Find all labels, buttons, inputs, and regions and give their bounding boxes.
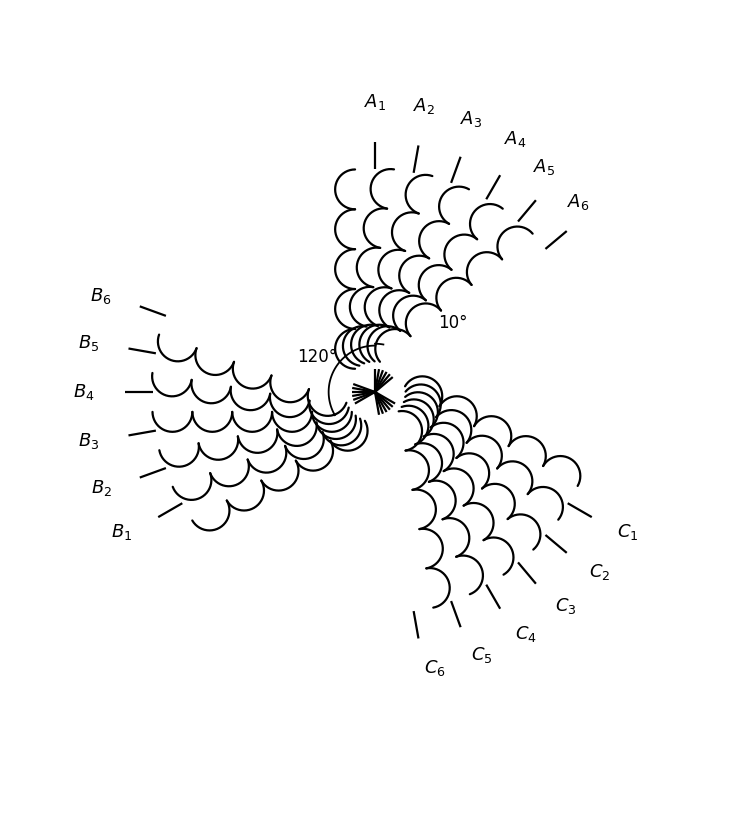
Text: $C_{4}$: $C_{4}$: [515, 625, 537, 644]
Text: $B_{4}$: $B_{4}$: [74, 382, 95, 402]
Text: $A_{4}$: $A_{4}$: [504, 130, 526, 149]
Text: $B_{2}$: $B_{2}$: [91, 478, 112, 498]
Text: $A_{3}$: $A_{3}$: [460, 109, 482, 129]
Text: $C_{3}$: $C_{3}$: [555, 596, 577, 617]
Text: 10°: 10°: [438, 314, 467, 333]
Text: 120°: 120°: [298, 348, 338, 365]
Text: $A_{6}$: $A_{6}$: [567, 192, 590, 212]
Text: $A_{1}$: $A_{1}$: [364, 92, 386, 112]
Text: $C_{5}$: $C_{5}$: [471, 645, 492, 665]
Text: $C_{2}$: $C_{2}$: [590, 562, 610, 582]
Text: $B_{6}$: $B_{6}$: [90, 287, 112, 306]
Text: $B_{1}$: $B_{1}$: [111, 522, 133, 542]
Text: $A_{2}$: $A_{2}$: [413, 96, 435, 117]
Text: $A_{5}$: $A_{5}$: [532, 158, 555, 177]
Text: $B_{3}$: $B_{3}$: [78, 430, 99, 451]
Text: $C_{1}$: $C_{1}$: [617, 522, 639, 542]
Text: $B_{5}$: $B_{5}$: [78, 333, 99, 353]
Text: $C_{6}$: $C_{6}$: [424, 658, 445, 677]
